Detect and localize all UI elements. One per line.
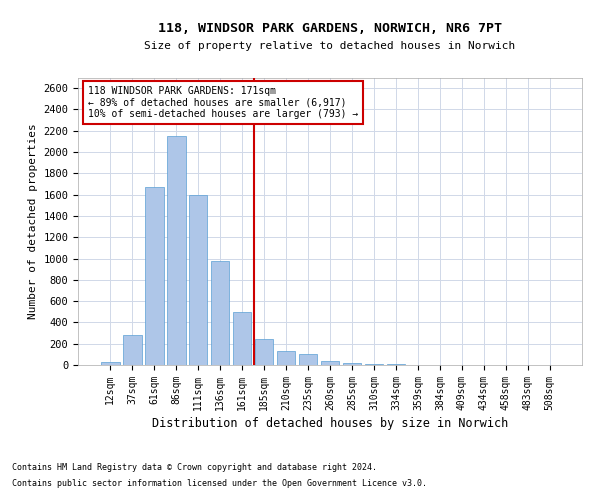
Bar xyxy=(320,362,340,365)
Bar xyxy=(386,364,405,365)
Text: Contains public sector information licensed under the Open Government Licence v3: Contains public sector information licen… xyxy=(12,478,427,488)
Bar xyxy=(123,335,142,365)
Y-axis label: Number of detached properties: Number of detached properties xyxy=(28,124,38,319)
Bar xyxy=(211,261,229,365)
Text: Size of property relative to detached houses in Norwich: Size of property relative to detached ho… xyxy=(145,41,515,51)
Bar xyxy=(343,363,361,365)
Bar xyxy=(299,354,317,365)
Text: 118, WINDSOR PARK GARDENS, NORWICH, NR6 7PT: 118, WINDSOR PARK GARDENS, NORWICH, NR6 … xyxy=(158,22,502,36)
Bar xyxy=(255,339,274,365)
Bar xyxy=(167,136,185,365)
Bar xyxy=(145,187,164,365)
X-axis label: Distribution of detached houses by size in Norwich: Distribution of detached houses by size … xyxy=(152,417,508,430)
Bar xyxy=(277,351,295,365)
Text: Contains HM Land Registry data © Crown copyright and database right 2024.: Contains HM Land Registry data © Crown c… xyxy=(12,464,377,472)
Bar xyxy=(365,364,383,365)
Bar xyxy=(101,362,119,365)
Text: 118 WINDSOR PARK GARDENS: 171sqm
← 89% of detached houses are smaller (6,917)
10: 118 WINDSOR PARK GARDENS: 171sqm ← 89% o… xyxy=(88,86,358,120)
Bar xyxy=(233,312,251,365)
Bar xyxy=(189,194,208,365)
